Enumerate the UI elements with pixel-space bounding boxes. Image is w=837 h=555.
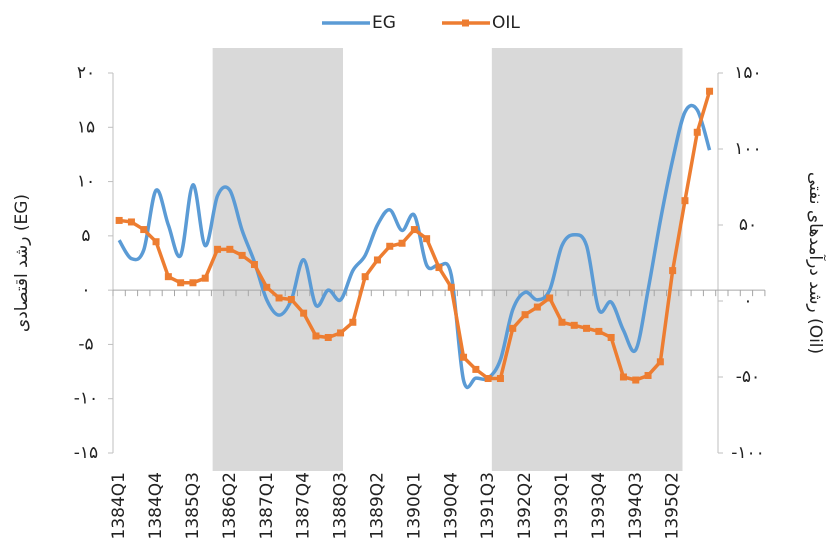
series-marker bbox=[300, 309, 308, 317]
y-tick-label: ۲۰ bbox=[77, 63, 95, 83]
y-tick-label: ۱۰ bbox=[77, 172, 95, 192]
x-tick-label: 1395Q2 bbox=[663, 472, 683, 539]
legend-label: OIL bbox=[492, 13, 520, 33]
x-tick-label: 1391Q3 bbox=[478, 472, 498, 539]
series-marker bbox=[115, 216, 123, 224]
series-marker bbox=[226, 245, 234, 253]
series-marker bbox=[152, 238, 160, 246]
x-tick-label: 1390Q1 bbox=[404, 472, 424, 539]
series-marker bbox=[669, 267, 677, 275]
series-marker bbox=[410, 226, 418, 234]
x-tick-label: 1390Q4 bbox=[441, 472, 461, 539]
x-tick-label: 1392Q2 bbox=[515, 472, 535, 539]
series-marker bbox=[263, 283, 271, 291]
series-marker bbox=[595, 327, 603, 335]
series-marker bbox=[177, 279, 185, 287]
series-marker bbox=[361, 273, 369, 281]
y2-tick-label: ۵۰ bbox=[739, 215, 757, 235]
series-marker bbox=[189, 279, 197, 287]
y-axis-title: رشد اقتصادی (EG) bbox=[12, 194, 32, 332]
series-marker bbox=[509, 324, 517, 332]
y-tick-label: ۱۵ bbox=[77, 117, 95, 137]
x-tick-label: 1389Q2 bbox=[367, 472, 387, 539]
series-marker bbox=[558, 318, 566, 326]
series-marker bbox=[435, 264, 443, 272]
series-marker bbox=[250, 261, 258, 269]
x-tick-label: 1386Q2 bbox=[220, 472, 240, 539]
y2-axis-title: رشد درآمدهای نفتی (Oil) bbox=[805, 172, 827, 354]
series-marker bbox=[484, 375, 492, 383]
series-marker bbox=[275, 294, 283, 302]
x-tick-label: 1393Q1 bbox=[552, 472, 572, 539]
series-marker bbox=[423, 235, 431, 243]
series-marker bbox=[521, 311, 529, 319]
y2-tick-label: -۵۰ bbox=[736, 367, 760, 387]
x-tick-label: 1388Q3 bbox=[331, 472, 351, 539]
series-marker bbox=[546, 294, 554, 302]
y-tick-label: ۵ bbox=[81, 226, 90, 246]
x-tick-label: 1394Q3 bbox=[626, 472, 646, 539]
y-tick-label: ۰ bbox=[81, 280, 90, 300]
series-marker bbox=[201, 274, 209, 282]
y-tick-label: -۱۵ bbox=[74, 443, 98, 463]
series-marker bbox=[472, 365, 480, 373]
series-marker bbox=[632, 376, 640, 384]
series-marker bbox=[214, 245, 222, 253]
series-marker bbox=[570, 321, 578, 329]
series-marker bbox=[238, 251, 246, 259]
y-tick-label: -۱۰ bbox=[74, 389, 98, 409]
series-marker bbox=[706, 87, 714, 95]
series-marker bbox=[644, 371, 652, 379]
series-marker bbox=[164, 273, 172, 281]
x-tick-label: 1393Q4 bbox=[589, 472, 609, 539]
series-marker bbox=[373, 256, 381, 264]
series-marker bbox=[533, 303, 541, 311]
series-marker bbox=[656, 358, 664, 366]
series-marker bbox=[349, 318, 357, 326]
series-marker bbox=[312, 332, 320, 340]
series-marker bbox=[681, 197, 689, 205]
y2-tick-label: ۰ bbox=[743, 291, 752, 311]
series-marker bbox=[398, 239, 406, 247]
series-marker bbox=[337, 329, 345, 337]
series-marker bbox=[127, 218, 135, 226]
series-marker bbox=[607, 333, 615, 341]
y2-tick-label: ۱۰۰ bbox=[734, 139, 761, 159]
series-marker bbox=[496, 375, 504, 383]
series-marker bbox=[619, 373, 627, 381]
legend-marker bbox=[462, 19, 469, 27]
series-marker bbox=[140, 226, 148, 234]
shaded-period bbox=[491, 48, 683, 471]
series-marker bbox=[287, 295, 295, 303]
series-marker bbox=[386, 242, 394, 250]
x-tick-label: 1384Q4 bbox=[146, 472, 166, 539]
y-tick-label: -۵ bbox=[78, 334, 93, 354]
series-marker bbox=[447, 283, 455, 291]
y2-tick-label: ۱۵۰ bbox=[734, 63, 761, 83]
x-tick-label: 1385Q3 bbox=[183, 472, 203, 539]
shaded-period bbox=[212, 48, 344, 471]
series-marker bbox=[583, 324, 591, 332]
series-line bbox=[117, 103, 712, 389]
x-tick-label: 1387Q4 bbox=[294, 472, 314, 539]
series-marker bbox=[324, 333, 332, 341]
x-tick-label: 1387Q1 bbox=[257, 472, 277, 539]
legend-label: EG bbox=[372, 13, 396, 33]
series-marker bbox=[693, 128, 701, 136]
x-tick-label: 1384Q1 bbox=[109, 472, 129, 539]
series-marker bbox=[460, 353, 468, 361]
y2-tick-label: -۱۰۰ bbox=[731, 443, 765, 463]
